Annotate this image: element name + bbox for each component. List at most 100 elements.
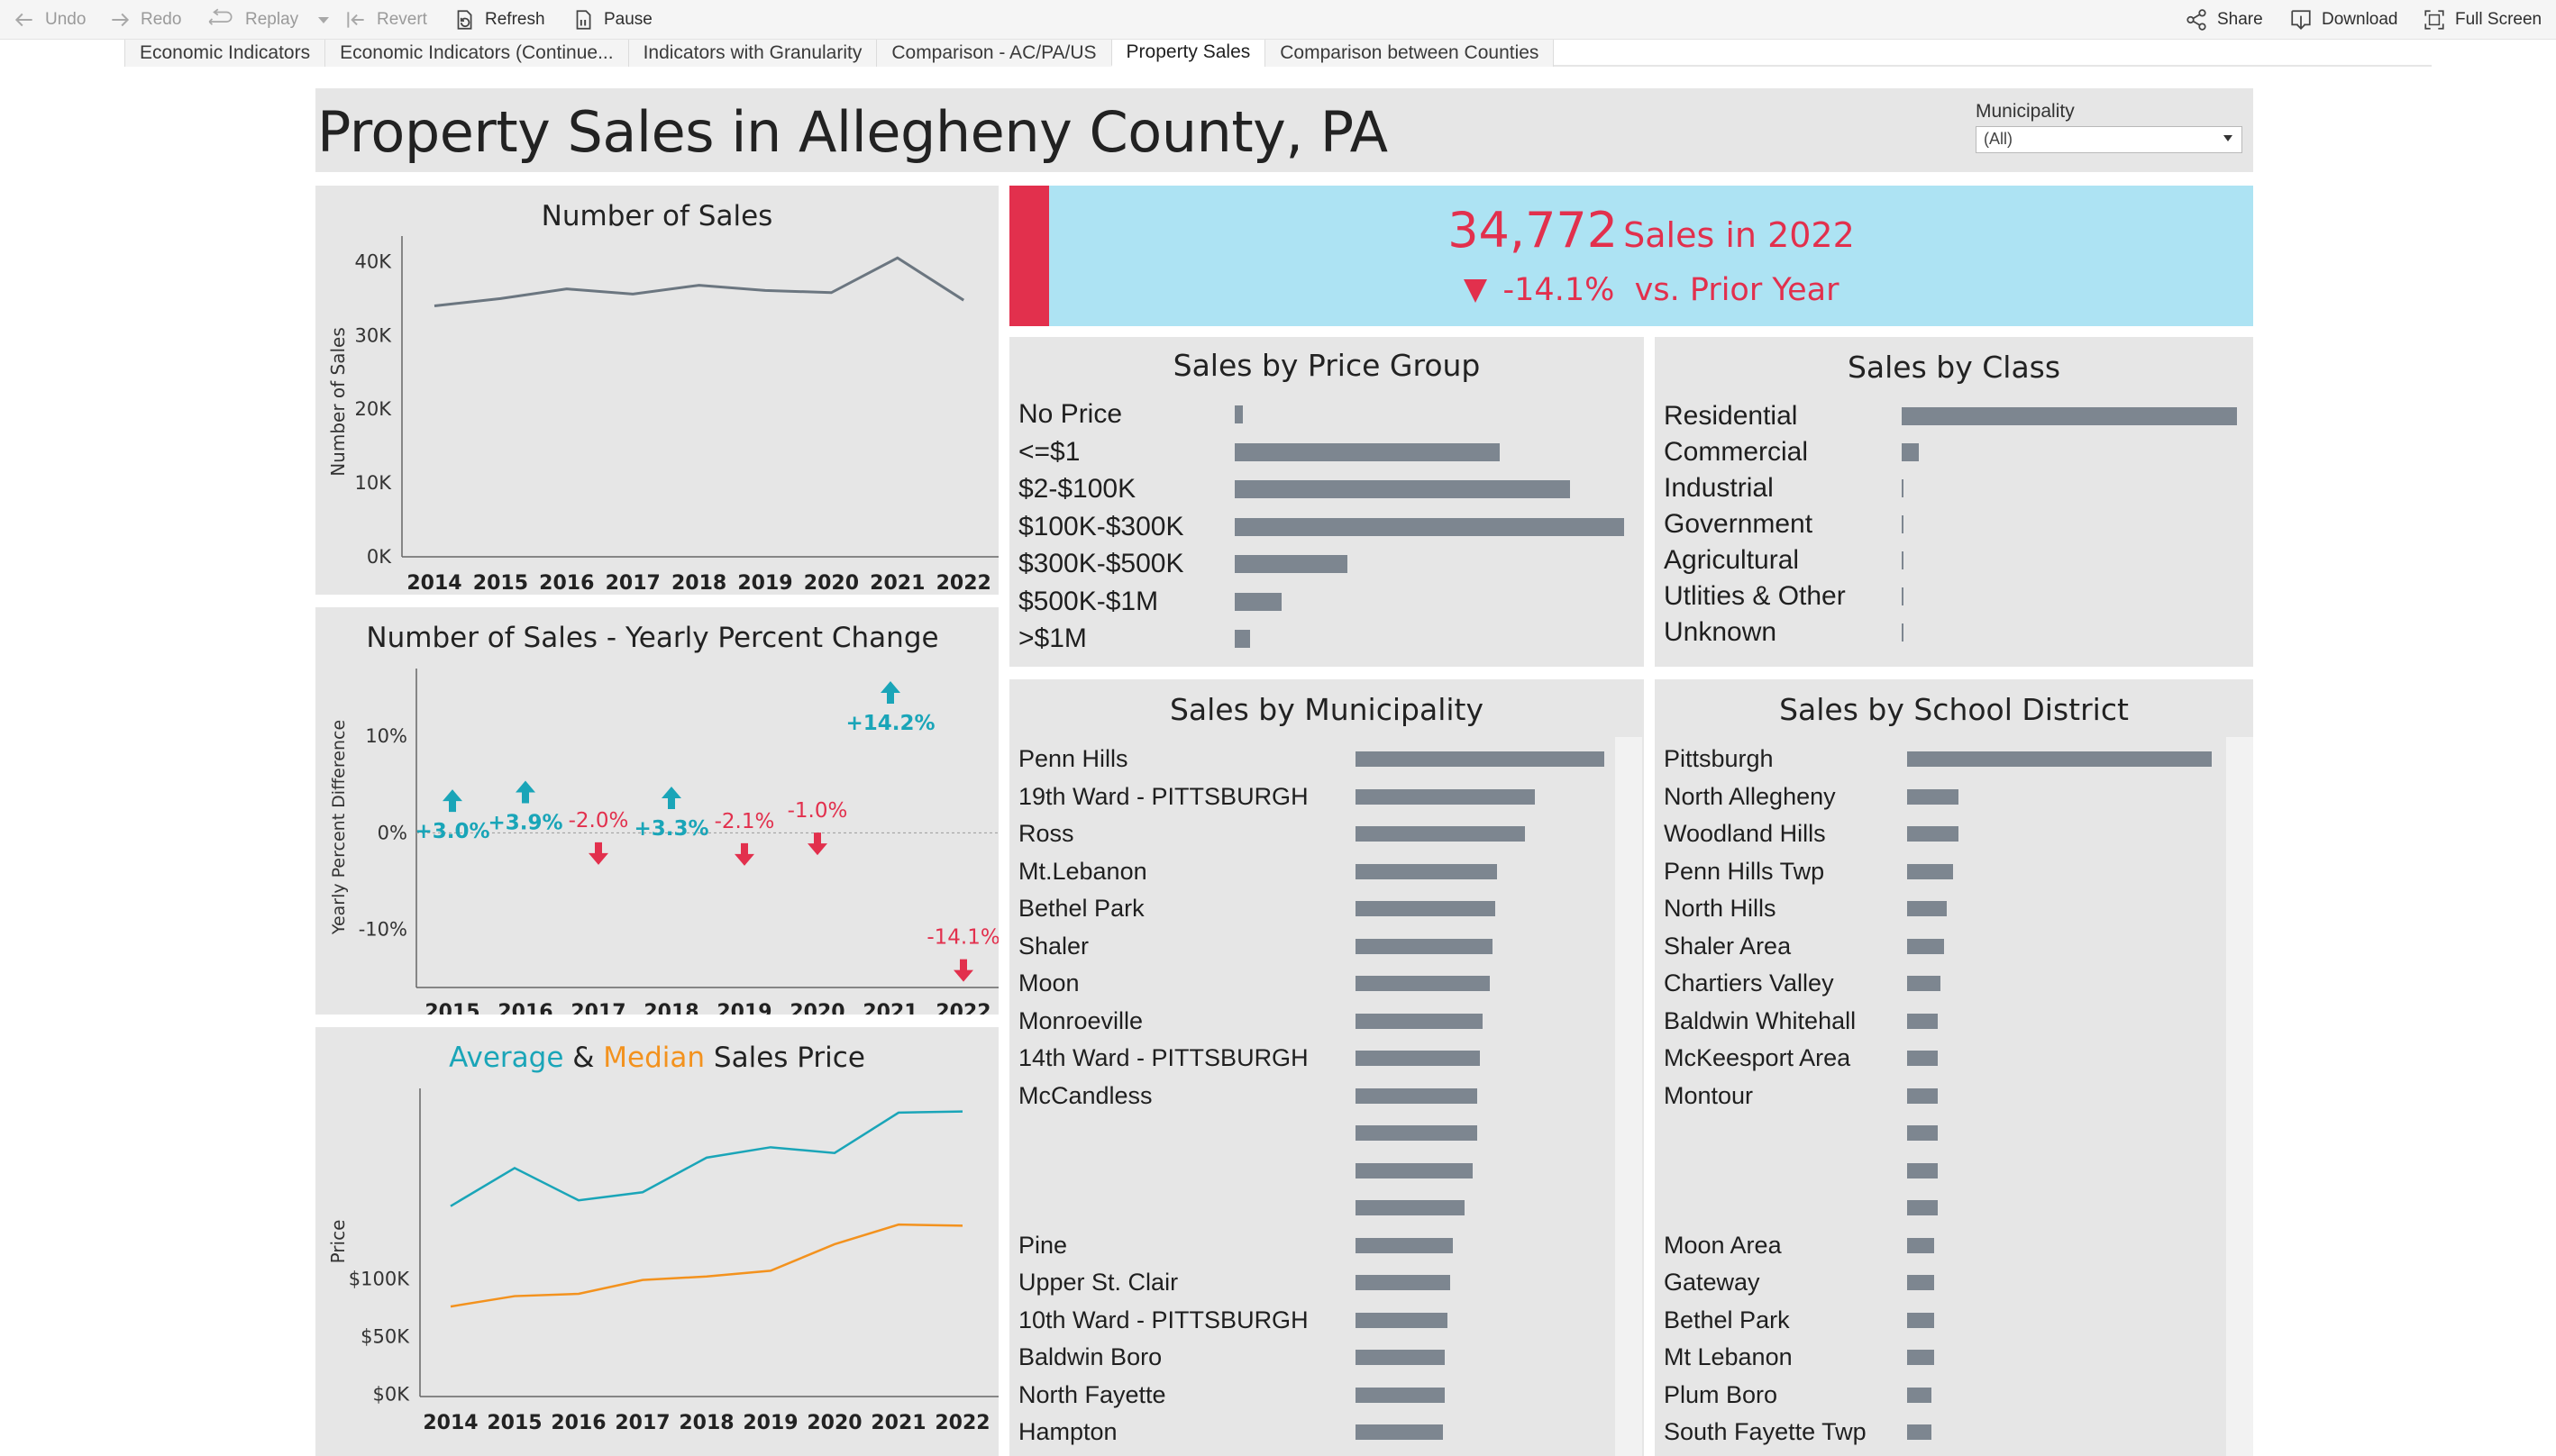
- list-item[interactable]: Montour: [1655, 1078, 2253, 1115]
- list-item[interactable]: Mt.Lebanon: [1009, 853, 1644, 890]
- bar[interactable]: [1356, 788, 1535, 805]
- list-item[interactable]: Hampton: [1009, 1414, 1644, 1451]
- bar[interactable]: [1235, 405, 1243, 423]
- list-item[interactable]: Baldwin Whitehall: [1655, 1003, 2253, 1040]
- list-item[interactable]: North Allegheny: [1655, 778, 2253, 815]
- list-item[interactable]: North Hills: [1655, 890, 2253, 927]
- list-item[interactable]: Chartiers Valley: [1655, 965, 2253, 1002]
- bar[interactable]: [1907, 751, 2212, 767]
- list-item[interactable]: 10th Ward - PITTSBURGH: [1009, 1302, 1644, 1339]
- list-item[interactable]: [1009, 1189, 1644, 1226]
- bar[interactable]: [1907, 1237, 1935, 1253]
- tab-economic-indicators-continued[interactable]: Economic Indicators (Continue...: [324, 40, 629, 67]
- bar[interactable]: [1356, 1387, 1446, 1403]
- list-item[interactable]: Bethel Park: [1009, 890, 1644, 927]
- pause-button[interactable]: Pause: [571, 0, 653, 40]
- bar[interactable]: [1356, 1237, 1453, 1253]
- list-item[interactable]: 14th Ward - PITTSBURGH: [1009, 1040, 1644, 1077]
- list-item[interactable]: Moon: [1009, 965, 1644, 1002]
- list-item[interactable]: Government: [1655, 506, 2253, 543]
- list-item[interactable]: [1655, 1152, 2253, 1189]
- bar[interactable]: [1235, 630, 1251, 648]
- bar[interactable]: [1356, 1013, 1483, 1029]
- bar[interactable]: [1356, 938, 1493, 954]
- tab-property-sales[interactable]: Property Sales: [1110, 40, 1266, 67]
- list-item[interactable]: [1009, 1152, 1644, 1189]
- bar[interactable]: [1356, 1275, 1450, 1290]
- list-item[interactable]: Ross: [1009, 815, 1644, 852]
- download-button[interactable]: Download: [2289, 0, 2398, 40]
- list-item[interactable]: Monroeville: [1009, 1003, 1644, 1040]
- bar[interactable]: [1356, 976, 1491, 991]
- replay-button[interactable]: Replay: [205, 0, 330, 40]
- list-item[interactable]: $100K-$300K: [1009, 509, 1644, 546]
- bar[interactable]: [1902, 515, 1903, 533]
- bar[interactable]: [1907, 788, 1959, 805]
- bar[interactable]: [1902, 479, 1903, 497]
- list-item[interactable]: Residential: [1655, 398, 2253, 435]
- bar[interactable]: [1907, 1087, 1938, 1104]
- list-item[interactable]: Baldwin Boro: [1009, 1339, 1644, 1376]
- list-item[interactable]: Industrial: [1655, 470, 2253, 507]
- list-item[interactable]: $300K-$500K: [1009, 546, 1644, 583]
- bar[interactable]: [1907, 976, 1941, 991]
- list-item[interactable]: Upper St. Clair: [1009, 1264, 1644, 1301]
- bar[interactable]: [1356, 1087, 1478, 1104]
- tab-indicators-granularity[interactable]: Indicators with Granularity: [627, 40, 878, 67]
- bar[interactable]: [1907, 901, 1947, 916]
- municipality-scrollbar[interactable]: [1615, 737, 1642, 1456]
- tab-comparison-ac-pa-us[interactable]: Comparison - AC/PA/US: [876, 40, 1112, 67]
- list-item[interactable]: Pittsburgh: [1655, 741, 2253, 778]
- list-item[interactable]: Shaler Area: [1655, 928, 2253, 965]
- list-item[interactable]: McKeesport Area: [1655, 1040, 2253, 1077]
- bar[interactable]: [1356, 1312, 1448, 1328]
- list-item[interactable]: Mt Lebanon: [1655, 1339, 2253, 1376]
- list-item[interactable]: >$1M: [1009, 621, 1644, 658]
- bar[interactable]: [1235, 555, 1348, 573]
- list-item[interactable]: Plum Boro: [1655, 1377, 2253, 1414]
- list-item[interactable]: McCandless: [1009, 1078, 1644, 1115]
- bar[interactable]: [1356, 1424, 1443, 1440]
- list-item[interactable]: Gateway: [1655, 1264, 2253, 1301]
- refresh-button[interactable]: Refresh: [452, 0, 545, 40]
- bar[interactable]: [1902, 551, 1903, 569]
- share-button[interactable]: Share: [2185, 0, 2263, 40]
- bar[interactable]: [1907, 1200, 1938, 1215]
- bar[interactable]: [1356, 1350, 1446, 1365]
- bar[interactable]: [1356, 1200, 1465, 1215]
- replay-dropdown-icon[interactable]: [318, 16, 330, 23]
- list-item[interactable]: Penn Hills Twp: [1655, 853, 2253, 890]
- bar[interactable]: [1902, 443, 1919, 461]
- bar[interactable]: [1907, 1051, 1938, 1066]
- bar[interactable]: [1235, 442, 1500, 461]
- bar[interactable]: [1907, 1387, 1932, 1403]
- list-item[interactable]: Utlities & Other: [1655, 578, 2253, 615]
- bar[interactable]: [1235, 517, 1624, 536]
- list-item[interactable]: Agricultural: [1655, 542, 2253, 579]
- list-item[interactable]: Moon Area: [1655, 1227, 2253, 1264]
- bar[interactable]: [1356, 901, 1495, 916]
- bar[interactable]: [1902, 623, 1903, 642]
- list-item[interactable]: Commercial: [1655, 434, 2253, 471]
- bar[interactable]: [1907, 938, 1944, 954]
- bar[interactable]: [1356, 1162, 1473, 1178]
- list-item[interactable]: $500K-$1M: [1009, 584, 1644, 621]
- revert-button[interactable]: Revert: [344, 0, 427, 40]
- list-item[interactable]: Pine: [1009, 1227, 1644, 1264]
- list-item[interactable]: Shaler: [1009, 928, 1644, 965]
- bar[interactable]: [1235, 480, 1570, 498]
- tab-comparison-counties[interactable]: Comparison between Counties: [1264, 40, 1555, 67]
- bar[interactable]: [1907, 863, 1953, 879]
- list-item[interactable]: Unknown: [1655, 614, 2253, 651]
- bar[interactable]: [1907, 1162, 1938, 1178]
- bar[interactable]: [1235, 592, 1282, 611]
- fullscreen-button[interactable]: Full Screen: [2423, 0, 2542, 40]
- bar[interactable]: [1902, 587, 1903, 605]
- bar[interactable]: [1356, 751, 1604, 767]
- bar[interactable]: [1902, 407, 2237, 425]
- bar[interactable]: [1356, 1125, 1478, 1141]
- bar[interactable]: [1907, 1125, 1938, 1141]
- bar[interactable]: [1907, 1275, 1935, 1290]
- redo-button[interactable]: Redo: [108, 0, 181, 40]
- bar[interactable]: [1356, 863, 1498, 879]
